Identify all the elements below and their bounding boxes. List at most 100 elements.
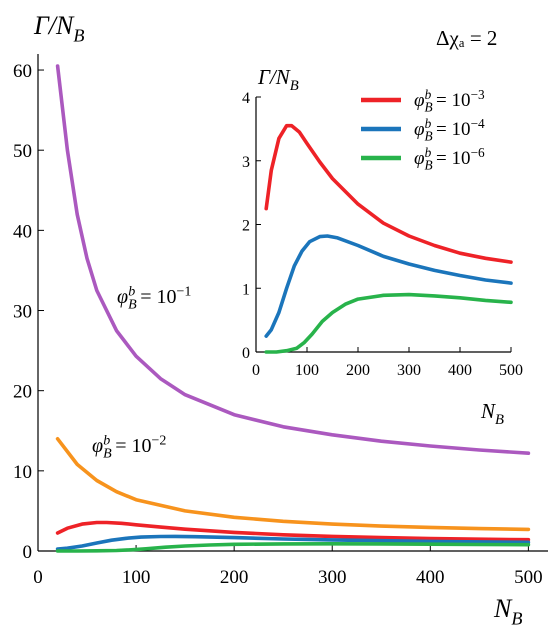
inset-series-1-point — [291, 125, 292, 126]
inset-series-2-point — [408, 263, 409, 264]
main-y-tick-label: 0 — [23, 542, 33, 563]
main-series-5-point — [77, 550, 78, 551]
main-series-3-point — [121, 523, 122, 524]
inset-series-3-point — [296, 348, 297, 349]
inset-series-2-point — [357, 245, 358, 246]
inset-series-2-point — [266, 336, 267, 337]
inset-series-1-point — [286, 125, 287, 126]
main-series-4-point — [381, 540, 382, 541]
main-series-4-point — [194, 536, 195, 537]
main-series-4-point — [479, 541, 480, 542]
inset-x-tick-label: 500 — [499, 362, 523, 379]
main-series-4-point — [160, 536, 161, 537]
main-series-3-point — [82, 524, 83, 525]
inset-series-1-point — [383, 223, 384, 224]
inset-y-tick-label: 4 — [242, 90, 250, 107]
inset-series-2-point — [337, 237, 338, 238]
main-series-3-point — [283, 534, 284, 535]
main-series-5-point — [185, 545, 186, 546]
inset-series-3-point — [485, 300, 486, 301]
main-series-1-point — [234, 414, 235, 415]
inset-series-1-point — [408, 235, 409, 236]
inset-series-3-point — [286, 350, 287, 351]
main-series-4-point — [528, 542, 529, 543]
main-series-4-point — [82, 545, 83, 546]
inset-series-line-3 — [264, 292, 513, 354]
main-y-tick-label: 40 — [13, 221, 32, 242]
inset-series-2-point — [278, 312, 279, 313]
main-series-3-point — [479, 539, 480, 540]
main-series-2-point — [96, 480, 97, 481]
main-series-1-point — [479, 449, 480, 450]
main-series-4-point — [140, 537, 141, 538]
main-series-2-point — [136, 499, 137, 500]
main-series-3-point — [57, 532, 58, 533]
inset-x-tick-label: 200 — [346, 362, 370, 379]
inset-series-2-point — [510, 283, 511, 284]
inset-y-tick-label: 0 — [242, 345, 250, 362]
main-series-1-point — [381, 441, 382, 442]
inset-series-3-point — [434, 295, 435, 296]
main-series-4-point — [234, 537, 235, 538]
main-series-4-point — [67, 548, 68, 549]
legend-label-1: φBb = 10−3 — [414, 87, 485, 115]
main-series-5-point — [131, 549, 132, 550]
main-y-tick-label: 60 — [13, 61, 32, 82]
main-series-2-point — [77, 464, 78, 465]
inset-series-3-point — [312, 334, 313, 335]
main-y-tick-label: 50 — [13, 141, 32, 162]
inset-series-line-1 — [264, 123, 513, 264]
main-series-3-point — [332, 536, 333, 537]
main-series-4-point — [332, 539, 333, 540]
legend-label-3: φBb = 10−6 — [414, 145, 485, 173]
main-series-1-point — [86, 258, 87, 259]
inset-series-line-2 — [264, 234, 513, 338]
main-series-2-point — [479, 528, 480, 529]
main-series-5-point — [96, 550, 97, 551]
inset-series-2-point — [301, 251, 302, 252]
inset-series-2-point — [459, 275, 460, 276]
main-x-tick-label: 0 — [33, 567, 43, 588]
inset-series-1-point — [485, 258, 486, 259]
inset-series-3-point — [383, 295, 384, 296]
inset-series-1-point — [357, 204, 358, 205]
main-series-3-point — [381, 537, 382, 538]
inset-series-3-point — [322, 321, 323, 322]
main-series-1-point — [67, 150, 68, 151]
inset-series-2-point — [319, 236, 320, 237]
main-series-4-point — [430, 541, 431, 542]
main-series-5-point — [209, 544, 210, 545]
inset-x-axis-title: NB — [480, 399, 504, 428]
main-series-1-point — [77, 214, 78, 215]
inset-series-1-point — [278, 138, 279, 139]
main-series-label-1: φBb = 10−1 — [117, 284, 191, 312]
main-series-line-2 — [55, 437, 531, 532]
main-series-5-point — [234, 544, 235, 545]
main-series-label-2: φBb = 10−2 — [92, 433, 166, 461]
main-series-1-point — [96, 290, 97, 291]
main-series-1-point — [185, 394, 186, 395]
main-series-1-point — [160, 378, 161, 379]
main-series-5-point — [381, 543, 382, 544]
main-series-5-point — [528, 544, 529, 545]
main-x-tick-label: 300 — [318, 567, 347, 588]
inset-series-3-point — [345, 304, 346, 305]
inset-x-tick-label: 300 — [397, 362, 421, 379]
main-series-2-point — [332, 524, 333, 525]
inset-x-tick-label: 100 — [295, 362, 319, 379]
main-series-3-point — [136, 524, 137, 525]
inset-series-1-point — [319, 161, 320, 162]
inset-series-2-point — [294, 265, 295, 266]
main-x-tick-label: 400 — [416, 567, 445, 588]
main-series-2-point — [234, 517, 235, 518]
inset-series-3-point — [266, 351, 267, 352]
main-series-1-point — [57, 65, 58, 66]
main-series-5-point — [57, 550, 58, 551]
main-series-2-point — [381, 526, 382, 527]
inset-series-2-point — [309, 241, 310, 242]
inset-series-3-point — [357, 299, 358, 300]
main-series-5-point — [479, 544, 480, 545]
main-series-1-point — [528, 453, 529, 454]
